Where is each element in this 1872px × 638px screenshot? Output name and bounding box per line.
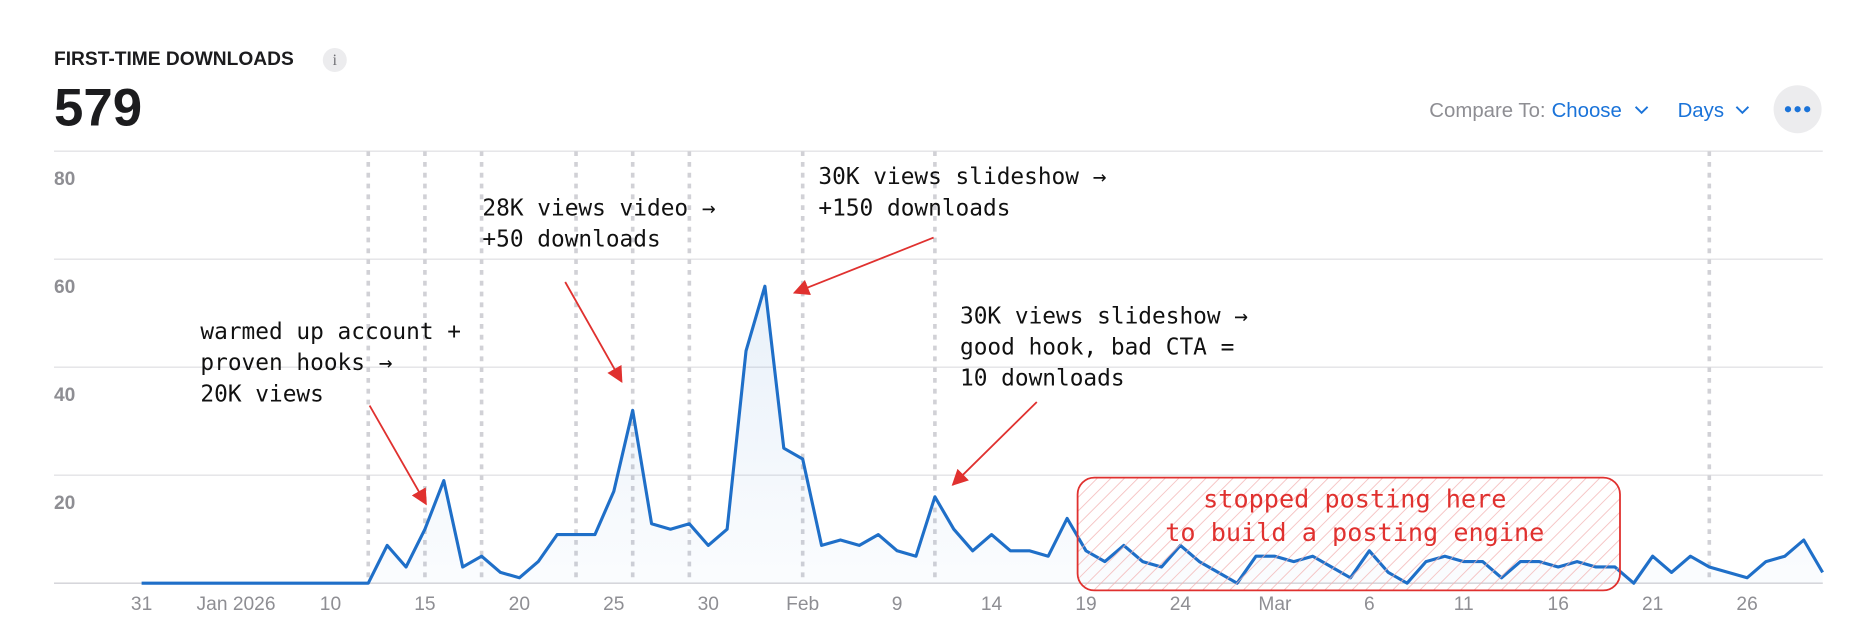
x-tick-label: 9 [892,594,903,615]
x-tick-label: Jan 2026 [197,594,276,615]
y-tick-label: 80 [54,169,75,190]
metric-title: FIRST-TIME DOWNLOADS [54,49,294,70]
x-tick-label: 15 [414,594,435,615]
compare-label: Compare To: [1429,100,1545,122]
y-tick-label: 40 [54,385,75,406]
x-tick-label: 21 [1642,594,1663,615]
info-icon[interactable] [322,47,347,72]
annotation-text: good hook, bad CTA = [960,334,1234,360]
annotation-arrow [564,281,623,384]
x-tick-label: 26 [1736,594,1757,615]
annotation-arrow [792,236,934,295]
x-tick-label: 19 [1075,594,1096,615]
callout-text: stopped posting here [1203,484,1506,513]
dot [1794,106,1801,113]
annotation-text: warmed up account + [200,319,461,345]
x-tick-label: 31 [131,594,152,615]
x-tick-label: 30 [698,594,719,615]
callout-text: to build a posting engine [1165,518,1544,547]
plot-area: 20 40 60 80 31 Jan 2026 10 15 20 25 30 Feb 9 14 19 24 Ma… [54,150,1824,615]
annotation-arrow [368,405,427,506]
compare-dropdown[interactable]: Choose [1552,100,1622,122]
chevron [1634,106,1649,115]
period-dropdown[interactable]: Days [1678,100,1724,122]
x-tick-label: 16 [1548,594,1569,615]
x-tick-label: 10 [320,594,341,615]
x-tick-label: 25 [603,594,624,615]
info-glyph: i [333,52,338,69]
annotation-text: 28K views video → [482,195,715,221]
annotations: warmed up account + proven hooks → 20K vie… [200,164,1621,592]
x-tick-label: 6 [1364,594,1375,615]
callout-box [1076,476,1621,592]
dot [1804,106,1811,113]
x-tick-label: Mar [1258,594,1292,615]
x-tick-label: 11 [1454,594,1474,615]
annotation-text: 20K views [200,381,323,407]
x-tick-label: 20 [509,594,530,615]
y-tick-label: 20 [54,493,75,514]
dot [1784,106,1792,113]
y-tick-label: 60 [54,277,75,298]
annotation-text: 10 downloads [960,366,1125,392]
annotation-text: +150 downloads [818,195,1010,221]
annotation-arrow [951,401,1038,486]
x-tick-label: 24 [1170,594,1192,615]
annotation-text: 30K views slideshow → [818,164,1106,190]
annotation-text: +50 downloads [482,226,660,252]
annotation-text: proven hooks → [200,350,392,376]
annotation-text: 30K views slideshow → [960,303,1248,329]
x-tick-label: Feb [786,594,819,615]
chevron [1735,106,1750,115]
x-tick-label: 14 [981,594,1003,615]
metric-total: 579 [54,79,142,138]
